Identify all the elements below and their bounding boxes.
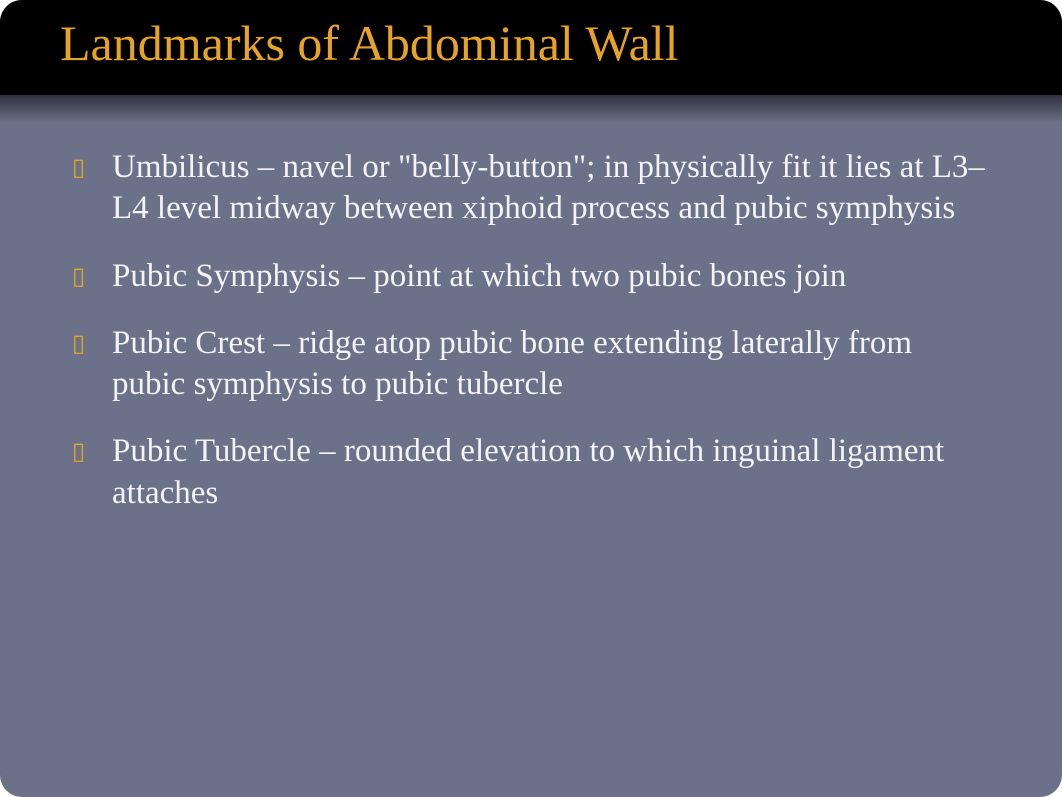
slide-title: Landmarks of Abdominal Wall <box>60 14 1002 73</box>
bullet-icon: ▯ <box>72 256 112 296</box>
bullet-text: Pubic Symphysis – point at which two pub… <box>112 256 846 297</box>
bullet-icon: ▯ <box>72 147 112 187</box>
list-item: ▯ Pubic Symphysis – point at which two p… <box>72 256 990 297</box>
title-bar: Landmarks of Abdominal Wall <box>0 0 1062 95</box>
presentation-slide: Landmarks of Abdominal Wall ▯ Umbilicus … <box>0 0 1062 797</box>
bullet-icon: ▯ <box>72 431 112 471</box>
list-item: ▯ Pubic Crest – ridge atop pubic bone ex… <box>72 323 990 406</box>
bullet-text: Umbilicus – navel or "belly-button"; in … <box>112 147 990 230</box>
bullet-list: ▯ Umbilicus – navel or "belly-button"; i… <box>72 147 990 514</box>
bullet-icon: ▯ <box>72 323 112 363</box>
bullet-text: Pubic Tubercle – rounded elevation to wh… <box>112 431 990 514</box>
bullet-text: Pubic Crest – ridge atop pubic bone exte… <box>112 323 990 406</box>
slide-content: ▯ Umbilicus – navel or "belly-button"; i… <box>0 95 1062 514</box>
list-item: ▯ Umbilicus – navel or "belly-button"; i… <box>72 147 990 230</box>
list-item: ▯ Pubic Tubercle – rounded elevation to … <box>72 431 990 514</box>
